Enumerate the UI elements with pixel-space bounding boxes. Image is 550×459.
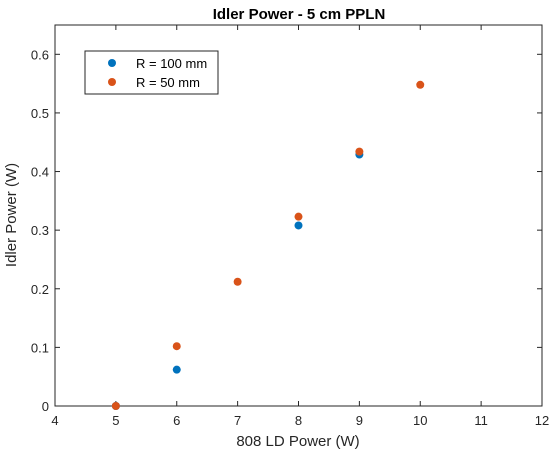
x-tick-label: 12 [535, 413, 549, 428]
chart-title: Idler Power - 5 cm PPLN [213, 6, 386, 23]
y-tick-label: 0.3 [31, 223, 49, 238]
x-axis: 4 5 6 7 8 9 10 11 12 [51, 25, 549, 428]
legend-marker-r50 [108, 78, 116, 86]
data-point-r50 [233, 277, 242, 286]
data-point-r50 [111, 402, 120, 410]
legend: R = 100 mm R = 50 mm [84, 50, 219, 95]
x-tick-label: 6 [173, 413, 180, 428]
y-tick-label: 0.5 [31, 106, 49, 121]
x-tick-label: 5 [112, 413, 119, 428]
data-point-r100 [294, 221, 303, 230]
legend-label-r50: R = 50 mm [136, 75, 200, 90]
y-tick-label: 0.4 [31, 165, 49, 180]
x-tick-label: 8 [295, 413, 302, 428]
x-tick-label: 11 [474, 413, 488, 428]
data-point-r50 [294, 212, 303, 221]
x-tick-label: 4 [51, 413, 58, 428]
x-tick-label: 7 [234, 413, 241, 428]
data-points [111, 80, 425, 410]
y-axis-label: Idler Power (W) [3, 163, 20, 267]
y-tick-label: 0 [42, 399, 49, 414]
legend-marker-r100 [108, 59, 116, 67]
legend-label-r100: R = 100 mm [136, 56, 207, 71]
legend-box [84, 50, 219, 95]
y-tick-label: 0.2 [31, 282, 49, 297]
y-axis: 0 0.1 0.2 0.3 0.4 0.5 0.6 [31, 47, 542, 414]
y-tick-label: 0.1 [31, 340, 49, 355]
y-tick-label: 0.6 [31, 47, 49, 62]
data-point-r50 [355, 147, 364, 156]
data-point-r50 [416, 80, 425, 89]
data-point-r100 [172, 365, 181, 374]
data-point-r50 [172, 342, 181, 351]
x-tick-label: 10 [413, 413, 427, 428]
x-axis-label: 808 LD Power (W) [236, 433, 359, 450]
x-tick-label: 9 [356, 413, 363, 428]
